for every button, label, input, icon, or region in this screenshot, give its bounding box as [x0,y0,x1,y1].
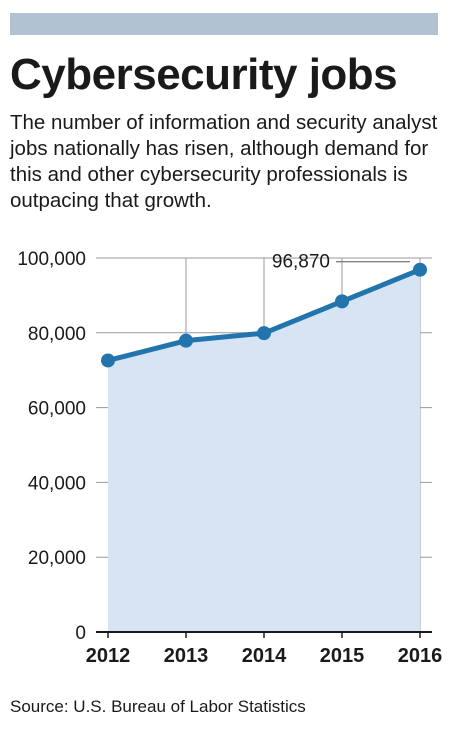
y-tick-label: 20,000 [28,548,86,569]
data-point-2015 [335,294,349,309]
x-tick-label: 2016 [398,645,443,667]
header-bar [10,13,438,35]
y-tick-label: 0 [75,623,86,644]
x-tick-label: 2013 [164,645,209,667]
page-subtitle: The number of information and security a… [10,111,438,212]
y-axis: 0 20,000 40,000 60,000 80,000 100,000 [17,249,86,644]
annotations: 96,870 [272,252,410,273]
y-tick-label: 100,000 [17,249,86,270]
data-point-2014 [257,326,271,341]
data-points [101,262,427,368]
data-point-2016 [413,262,427,277]
y-tick-label: 40,000 [28,473,86,494]
source-note: Source: U.S. Bureau of Labor Statistics [10,697,306,716]
y-tick-label: 60,000 [28,399,86,420]
y-tick-label: 80,000 [28,324,86,345]
x-tick-label: 2015 [320,645,365,667]
x-tick-label: 2014 [242,645,287,667]
area-fill-shape [108,269,420,632]
data-label-2016: 96,870 [272,252,330,273]
x-tick-label: 2012 [86,645,131,667]
x-axis: 2012 2013 2014 2015 2016 [86,631,443,667]
data-point-2012 [101,353,115,368]
data-point-2013 [179,333,193,348]
area-fill [108,269,420,632]
page-title: Cybersecurity jobs [10,50,398,99]
